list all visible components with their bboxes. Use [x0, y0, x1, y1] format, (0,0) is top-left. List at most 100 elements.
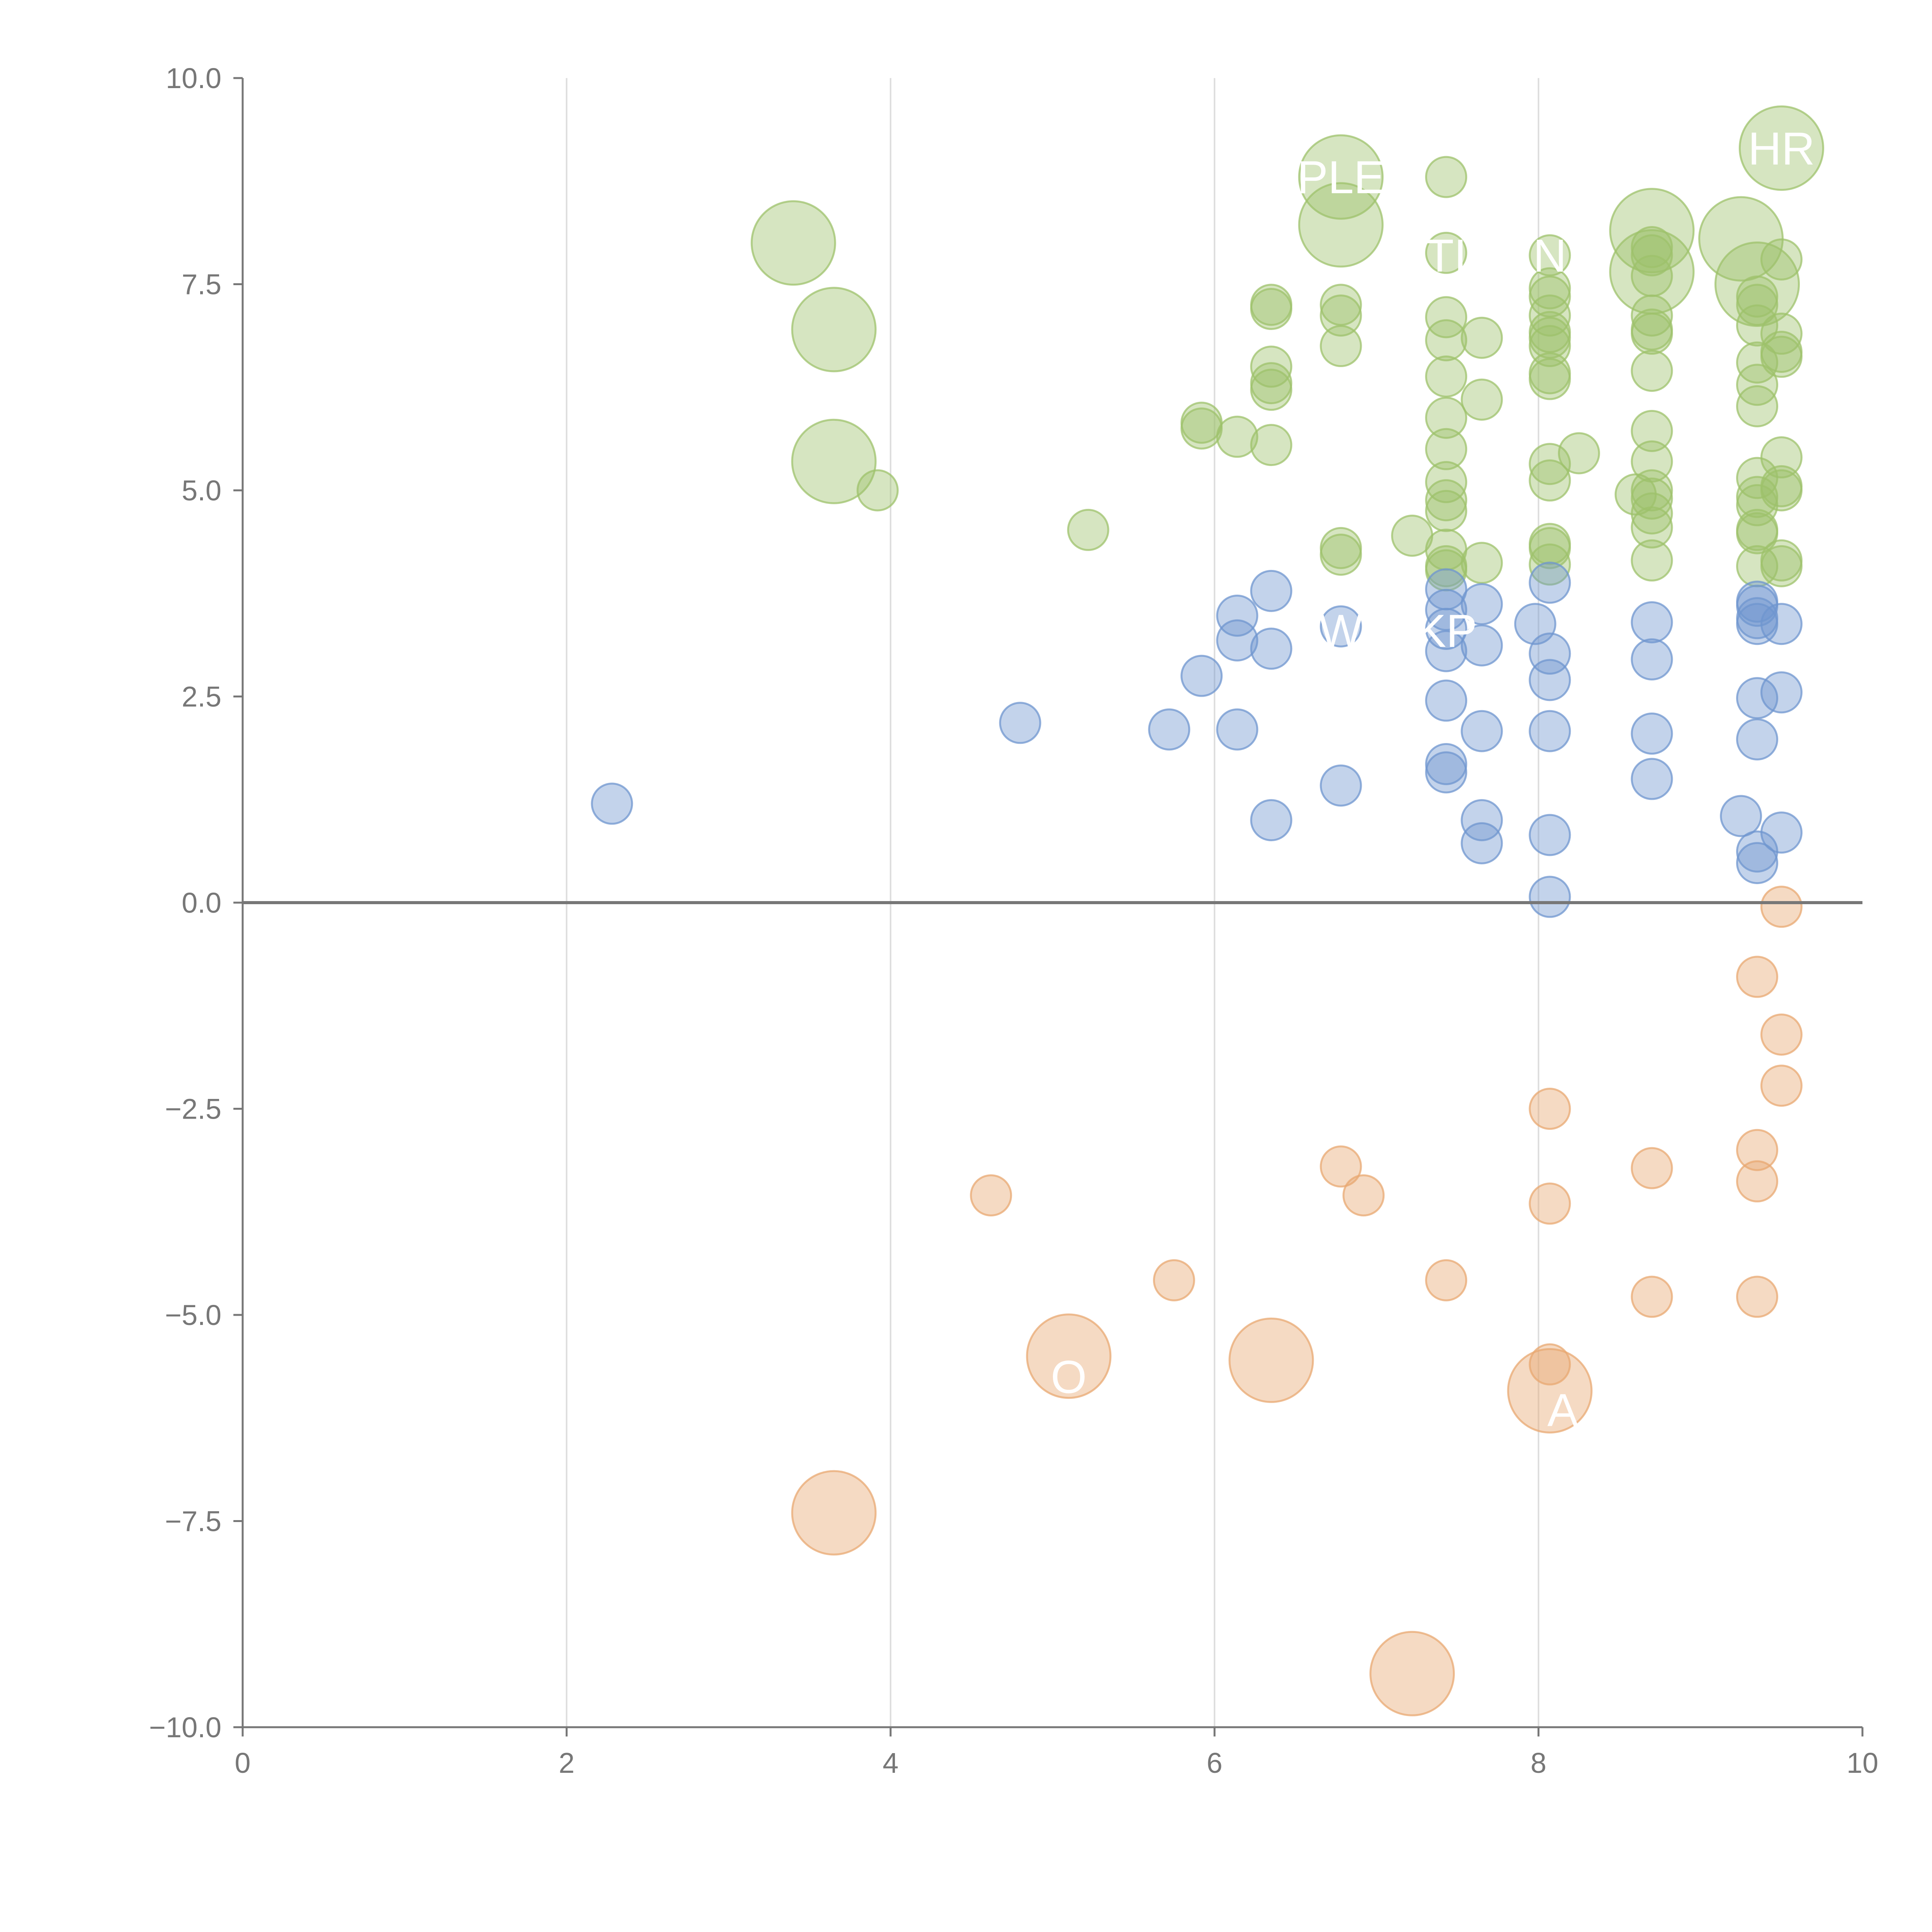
- bubble-green: [1425, 319, 1468, 362]
- y-tick-label: −7.5: [165, 1505, 221, 1537]
- bubble-green: [1558, 432, 1600, 474]
- bubble-green: [1250, 369, 1293, 411]
- bubble-blue: [1631, 758, 1673, 800]
- bubble-green: [1631, 506, 1673, 549]
- bubble-label: N: [1533, 230, 1567, 282]
- bubble-green: [856, 469, 899, 512]
- bubble-blue: [1760, 811, 1803, 854]
- bubble-green: [1760, 469, 1803, 512]
- bubble-orange: [1369, 1631, 1455, 1716]
- bubble-green: [750, 200, 836, 286]
- bubble-green: [1529, 358, 1571, 400]
- bubble-blue: [1425, 751, 1468, 794]
- x-tick-label: 8: [1531, 1747, 1546, 1779]
- bubble-orange: [1736, 956, 1779, 998]
- bubble-green: [1250, 345, 1293, 388]
- bubble-blue: [1760, 671, 1803, 714]
- bubble-green: [1461, 378, 1503, 421]
- bubble-orange: [970, 1174, 1012, 1217]
- bubble-label: PLE: [1297, 151, 1385, 203]
- bubble-green: [1425, 231, 1468, 274]
- bubbles: [591, 105, 1824, 1716]
- bubble-green: [1529, 294, 1571, 337]
- bubble-blue: [1250, 570, 1293, 612]
- bubble-blue: [1736, 842, 1779, 884]
- bubble-green: [1461, 316, 1503, 359]
- bubble-green: [1320, 533, 1362, 576]
- bubble-orange: [1631, 1147, 1673, 1189]
- bubble-green: [1760, 335, 1803, 378]
- bubble-green: [1529, 234, 1571, 277]
- axes: 10.0 7.5 5.0 2.5 0.0 −2.5 −5.0 −7.5 −10.0 0 2 4 6 8 10: [149, 62, 1878, 1779]
- bubble-orange: [1631, 1276, 1673, 1318]
- bubble-blue: [1461, 799, 1503, 842]
- bubble-blue: [1425, 630, 1468, 672]
- bubble-orange: [1342, 1174, 1385, 1217]
- bubble-blue: [1250, 799, 1293, 842]
- bubble-blue: [1631, 601, 1673, 643]
- y-tick-label: 5.0: [182, 474, 221, 507]
- bubble-green: [1736, 364, 1779, 406]
- bubble-blue: [1216, 594, 1259, 637]
- x-tick-label: 0: [235, 1747, 250, 1779]
- bubble-green: [1425, 396, 1468, 439]
- x-tick-label: 4: [883, 1747, 898, 1779]
- bubble-green: [1631, 255, 1673, 297]
- bubble-green: [1631, 477, 1673, 520]
- bubble-label: W: [1319, 605, 1363, 657]
- bubble-blue: [1736, 718, 1779, 760]
- bubble-orange: [1760, 886, 1803, 928]
- bubble-label: KP: [1415, 605, 1477, 657]
- y-tick-label: −10.0: [149, 1711, 221, 1743]
- bubble-green: [1760, 238, 1803, 281]
- bubble-green: [1529, 276, 1571, 318]
- bubble-blue: [1461, 822, 1503, 864]
- bubble-green: [1250, 288, 1293, 330]
- bubble-blue: [1736, 603, 1779, 645]
- bubble-green: [1250, 424, 1293, 466]
- x-tick-label: 6: [1207, 1747, 1223, 1779]
- bubble-green: [1760, 313, 1803, 355]
- bubble-orange: [1529, 1088, 1571, 1130]
- bubble-green: [1425, 355, 1468, 398]
- bubble-green: [1298, 182, 1384, 268]
- y-tick-label: −5.0: [165, 1299, 221, 1331]
- bubble-orange: [1760, 1065, 1803, 1107]
- bubble-green: [1425, 296, 1468, 338]
- bubble-orange: [1153, 1259, 1195, 1301]
- y-tick-label: 2.5: [182, 681, 221, 713]
- bubble-blue: [1148, 708, 1190, 751]
- bubble-orange: [1320, 1145, 1362, 1188]
- bubble-green: [1425, 490, 1468, 532]
- bubble-green: [1529, 459, 1571, 502]
- bubble-green: [1760, 545, 1803, 587]
- bubble-blue: [1461, 583, 1503, 625]
- bubble-green: [1631, 539, 1673, 582]
- bubble-orange: [1529, 1343, 1571, 1386]
- bubble-label: TI: [1425, 230, 1467, 282]
- bubble-green: [1529, 527, 1571, 569]
- bubble-blue: [1529, 659, 1571, 701]
- bubble-green: [1425, 156, 1468, 198]
- bubble-green: [1631, 350, 1673, 392]
- bubble-blue: [1720, 795, 1762, 837]
- bubble-green: [1529, 543, 1571, 586]
- bubble-green: [1216, 415, 1259, 458]
- y-tick-label: 0.0: [182, 887, 221, 919]
- bubble-blue: [1320, 764, 1362, 807]
- bubble-blue: [1529, 876, 1571, 918]
- bubble-green: [1631, 313, 1673, 355]
- bubble-green: [1736, 341, 1779, 384]
- bubble-blue: [1216, 619, 1259, 662]
- bubble-blue: [1529, 710, 1571, 752]
- bubble-orange: [1736, 1276, 1779, 1318]
- bubble-blue: [1736, 585, 1779, 627]
- bubble-blue: [1425, 588, 1468, 631]
- y-tick-label: 7.5: [182, 269, 221, 301]
- x-tick-label: 2: [559, 1747, 575, 1779]
- bubble-orange: [1760, 1013, 1803, 1056]
- bubble-blue: [1529, 561, 1571, 604]
- bubble-green: [1425, 428, 1468, 470]
